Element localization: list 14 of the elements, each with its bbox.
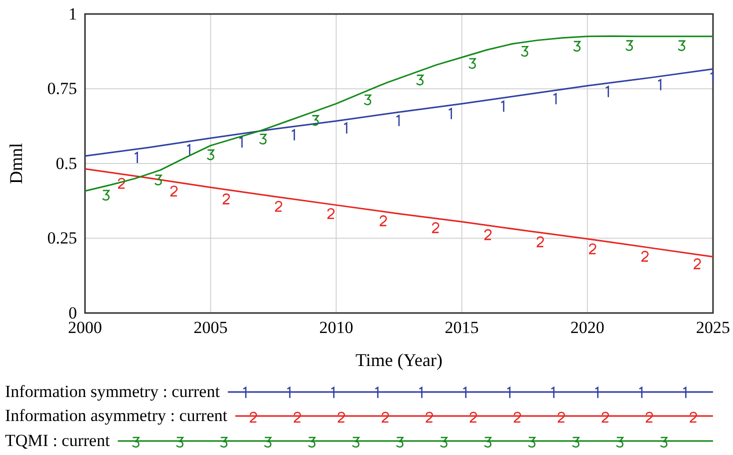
y-tick-label: 0.25 — [47, 228, 77, 248]
y-axis-title: Dmnl — [6, 142, 26, 184]
x-tick-label: 2020 — [570, 318, 604, 338]
x-tick-label: 2005 — [194, 318, 228, 338]
legend-label: TQMI : current — [5, 431, 110, 450]
x-tick-label: 2015 — [444, 318, 479, 338]
x-axis-title: Time (Year) — [355, 350, 443, 370]
x-tick-label: 2025 — [696, 318, 730, 338]
y-tick-label: 1 — [68, 4, 77, 24]
x-tick-label: 2010 — [319, 318, 354, 338]
legend-label: Information symmetry : current — [5, 382, 220, 401]
y-tick-label: 0.75 — [47, 79, 77, 98]
legend-label: Information asymmetry : current — [5, 406, 228, 425]
y-tick-label: 0.5 — [56, 154, 77, 173]
